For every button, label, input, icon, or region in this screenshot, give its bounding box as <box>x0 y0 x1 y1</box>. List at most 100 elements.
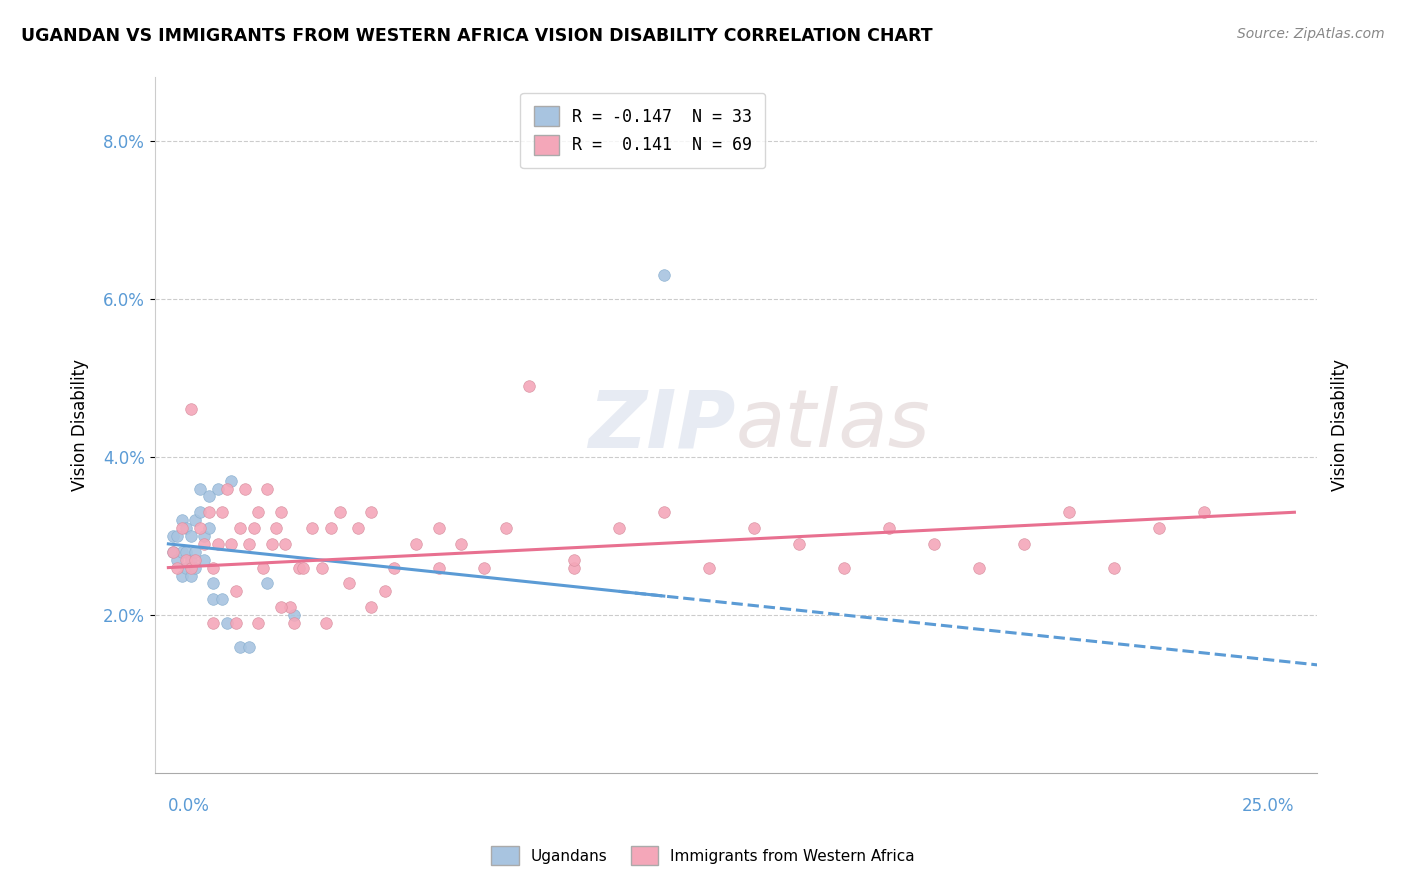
Point <box>180 568 202 582</box>
Point <box>166 529 188 543</box>
Point <box>607 521 630 535</box>
Point <box>229 521 252 535</box>
Point <box>315 615 337 630</box>
Point <box>337 576 360 591</box>
Point <box>170 521 193 535</box>
Point <box>427 560 450 574</box>
Point <box>215 615 238 630</box>
Point <box>184 545 207 559</box>
Point <box>184 560 207 574</box>
Point <box>202 576 225 591</box>
Text: atlas: atlas <box>735 386 931 465</box>
Point <box>193 529 215 543</box>
Point <box>517 378 540 392</box>
Point <box>278 600 301 615</box>
Point <box>360 600 382 615</box>
Point <box>652 268 675 282</box>
Text: Source: ZipAtlas.com: Source: ZipAtlas.com <box>1237 27 1385 41</box>
Point <box>292 560 315 574</box>
Point <box>319 521 342 535</box>
Point <box>188 482 211 496</box>
Point <box>270 505 292 519</box>
Point <box>221 537 243 551</box>
Y-axis label: Vision Disability: Vision Disability <box>72 359 89 491</box>
Point <box>1012 537 1035 551</box>
Point <box>301 521 323 535</box>
Point <box>180 560 202 574</box>
Point <box>233 482 256 496</box>
Point <box>162 529 184 543</box>
Point <box>283 615 305 630</box>
Point <box>180 552 202 566</box>
Legend: R = -0.147  N = 33, R =  0.141  N = 69: R = -0.147 N = 33, R = 0.141 N = 69 <box>520 93 765 169</box>
Point <box>270 600 292 615</box>
Point <box>472 560 495 574</box>
Point <box>247 505 270 519</box>
Point <box>243 521 266 535</box>
Point <box>1194 505 1216 519</box>
Point <box>202 560 225 574</box>
Text: ZIP: ZIP <box>589 386 735 465</box>
Point <box>832 560 855 574</box>
Point <box>221 474 243 488</box>
Point <box>176 521 198 535</box>
Point <box>180 402 202 417</box>
Point <box>207 482 229 496</box>
Point <box>697 560 720 574</box>
Point <box>266 521 288 535</box>
Point <box>198 521 221 535</box>
Point <box>166 560 188 574</box>
Point <box>328 505 350 519</box>
Point <box>238 537 260 551</box>
Point <box>176 552 198 566</box>
Point <box>188 505 211 519</box>
Point <box>450 537 472 551</box>
Point <box>742 521 765 535</box>
Point <box>922 537 945 551</box>
Point <box>193 552 215 566</box>
Point <box>562 552 585 566</box>
Point <box>247 615 270 630</box>
Point <box>193 537 215 551</box>
Point <box>198 505 221 519</box>
Y-axis label: Vision Disability: Vision Disability <box>1331 359 1348 491</box>
Point <box>260 537 283 551</box>
Point <box>495 521 517 535</box>
Point <box>967 560 990 574</box>
Point <box>1057 505 1080 519</box>
Point <box>162 545 184 559</box>
Point <box>225 584 247 599</box>
Point <box>1149 521 1171 535</box>
Text: 0.0%: 0.0% <box>169 797 211 815</box>
Point <box>256 576 278 591</box>
Point <box>405 537 427 551</box>
Point <box>198 490 221 504</box>
Legend: Ugandans, Immigrants from Western Africa: Ugandans, Immigrants from Western Africa <box>485 840 921 871</box>
Point <box>346 521 368 535</box>
Point <box>274 537 297 551</box>
Text: 25.0%: 25.0% <box>1241 797 1295 815</box>
Point <box>238 640 260 654</box>
Point <box>170 513 193 527</box>
Point <box>382 560 405 574</box>
Point <box>787 537 810 551</box>
Point <box>166 552 188 566</box>
Point <box>360 505 382 519</box>
Point <box>202 615 225 630</box>
Point <box>170 545 193 559</box>
Point <box>283 607 305 622</box>
Point <box>184 552 207 566</box>
Point <box>652 505 675 519</box>
Point <box>1102 560 1125 574</box>
Point <box>225 615 247 630</box>
Point <box>288 560 311 574</box>
Point <box>188 521 211 535</box>
Point <box>176 560 198 574</box>
Text: UGANDAN VS IMMIGRANTS FROM WESTERN AFRICA VISION DISABILITY CORRELATION CHART: UGANDAN VS IMMIGRANTS FROM WESTERN AFRIC… <box>21 27 932 45</box>
Point <box>207 537 229 551</box>
Point <box>256 482 278 496</box>
Point <box>184 513 207 527</box>
Point <box>202 592 225 607</box>
Point <box>374 584 396 599</box>
Point <box>427 521 450 535</box>
